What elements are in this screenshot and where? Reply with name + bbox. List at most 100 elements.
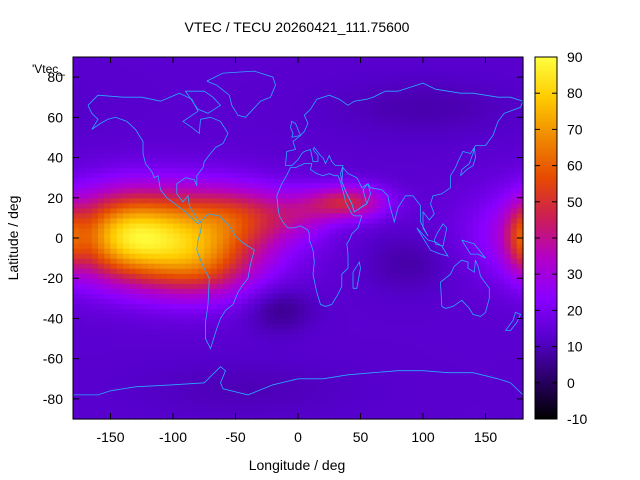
heatmap-cell <box>98 318 105 325</box>
heatmap-cell <box>179 283 187 289</box>
heatmap-cell <box>448 207 455 214</box>
heatmap-cell <box>98 67 105 73</box>
heatmap-cell <box>185 408 193 415</box>
heatmap-cell <box>341 243 349 249</box>
heatmap-cell <box>310 273 318 279</box>
heatmap-cell <box>498 77 505 83</box>
heatmap-cell <box>304 378 312 385</box>
heatmap-cell <box>266 57 274 63</box>
heatmap-cell <box>366 102 374 108</box>
heatmap-cell <box>241 97 249 103</box>
heatmap-cell <box>191 72 199 78</box>
heatmap-cell <box>98 403 105 410</box>
heatmap-cell <box>216 298 224 304</box>
heatmap-cell <box>116 82 124 88</box>
heatmap-cell <box>379 408 387 415</box>
heatmap-cell <box>191 117 199 123</box>
heatmap-cell <box>441 112 449 118</box>
heatmap-cell <box>173 87 180 93</box>
heatmap-cell <box>73 393 80 400</box>
heatmap-cell <box>179 333 187 340</box>
heatmap-cell <box>335 383 343 390</box>
heatmap-cell <box>435 167 443 174</box>
heatmap-cell <box>210 132 218 139</box>
heatmap-cell <box>210 393 218 400</box>
heatmap-cell <box>198 57 205 63</box>
heatmap-cell <box>173 263 180 269</box>
heatmap-cell <box>166 343 174 350</box>
heatmap-cell <box>235 142 243 149</box>
heatmap-cell <box>279 333 287 340</box>
heatmap-cell <box>329 298 337 304</box>
heatmap-cell <box>116 303 124 309</box>
heatmap-cell <box>454 157 462 164</box>
heatmap-cell <box>173 368 180 375</box>
heatmap-cell <box>91 152 99 159</box>
heatmap-cell <box>366 142 374 149</box>
heatmap-cell <box>210 348 218 355</box>
heatmap-cell <box>260 363 268 370</box>
heatmap-cell <box>123 57 130 63</box>
heatmap-cell <box>191 157 199 164</box>
heatmap-cell <box>466 368 474 375</box>
heatmap-cell <box>491 373 499 380</box>
heatmap-cell <box>241 197 249 204</box>
heatmap-cell <box>335 212 343 219</box>
heatmap-cell <box>385 57 393 63</box>
heatmap-cell <box>360 172 368 179</box>
heatmap-cell <box>73 187 80 194</box>
heatmap-cell <box>166 388 174 395</box>
heatmap-cell <box>329 202 337 209</box>
heatmap-cell <box>173 92 180 98</box>
heatmap-cell <box>379 403 387 410</box>
heatmap-cell <box>204 408 212 415</box>
heatmap-cell <box>166 348 174 355</box>
heatmap-cell <box>366 373 374 380</box>
heatmap-cell <box>416 152 424 159</box>
heatmap-cell <box>441 217 449 224</box>
heatmap-cell <box>404 313 412 320</box>
heatmap-cell <box>366 353 374 360</box>
heatmap-cell <box>316 338 324 345</box>
heatmap-cell <box>85 152 93 159</box>
heatmap-cell <box>266 82 274 88</box>
heatmap-cell <box>191 368 199 375</box>
heatmap-cell <box>454 388 462 395</box>
heatmap-cell <box>148 338 155 345</box>
heatmap-cell <box>235 358 243 365</box>
heatmap-cell <box>148 333 155 340</box>
heatmap-cell <box>379 57 387 63</box>
heatmap-cell <box>385 72 393 78</box>
heatmap-cell <box>154 313 162 320</box>
heatmap-cell <box>304 338 312 345</box>
heatmap-cell <box>123 112 130 118</box>
heatmap-cell <box>116 343 124 350</box>
heatmap-cell <box>398 383 405 390</box>
heatmap-cell <box>235 278 243 284</box>
heatmap-cell <box>354 82 362 88</box>
heatmap-cell <box>154 192 162 199</box>
heatmap-cell <box>266 87 274 93</box>
heatmap-cell <box>198 77 205 83</box>
heatmap-cell <box>85 373 93 380</box>
heatmap-cell <box>435 323 443 330</box>
heatmap-cell <box>348 117 355 123</box>
heatmap-cell <box>116 207 124 214</box>
heatmap-cell <box>260 232 268 239</box>
heatmap-cell <box>173 162 180 169</box>
heatmap-cell <box>279 288 287 294</box>
heatmap-cell <box>223 117 230 123</box>
heatmap-cell <box>498 398 505 405</box>
heatmap-cell <box>341 363 349 370</box>
heatmap-cell <box>104 177 112 184</box>
heatmap-cell <box>129 318 137 325</box>
heatmap-cell <box>235 177 243 184</box>
heatmap-cell <box>354 182 362 189</box>
heatmap-cell <box>279 232 287 239</box>
heatmap-cell <box>491 217 499 224</box>
heatmap-cell <box>185 147 193 154</box>
heatmap-cell <box>123 353 130 360</box>
heatmap-cell <box>141 137 149 144</box>
heatmap-cell <box>423 278 430 284</box>
heatmap-cell <box>410 323 418 330</box>
